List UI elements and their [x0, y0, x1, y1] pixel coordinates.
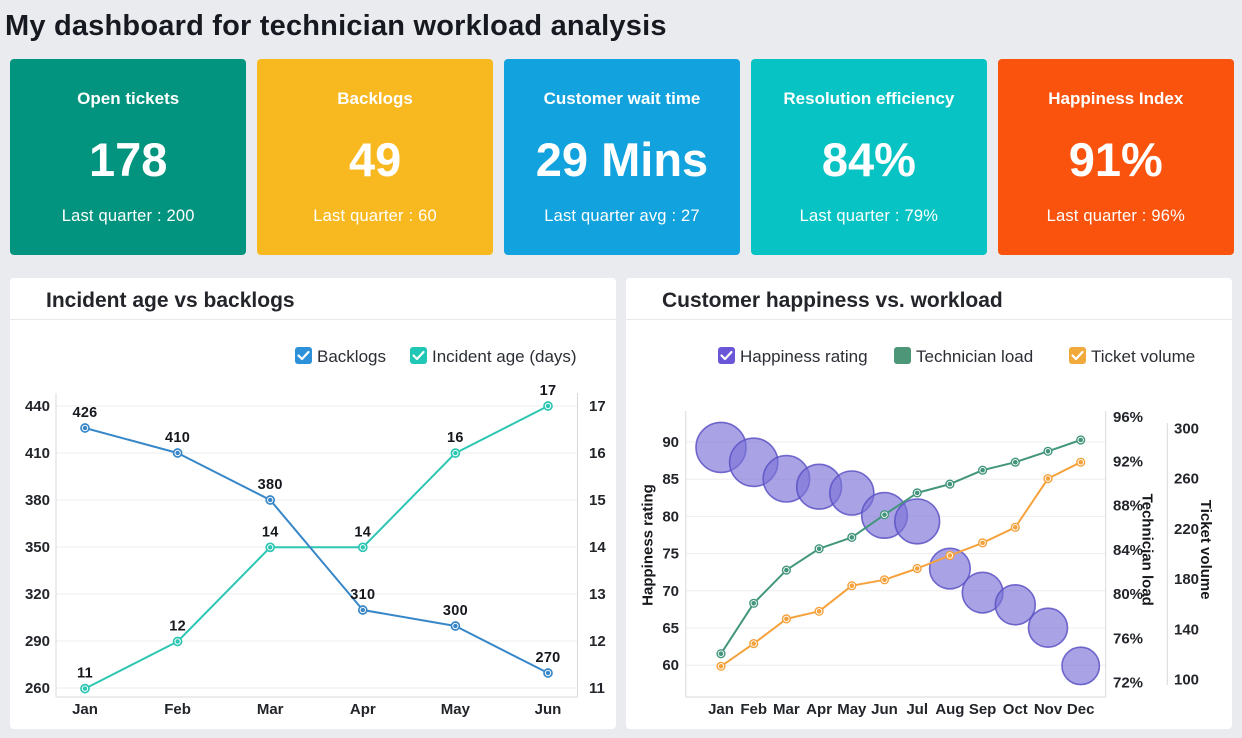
svg-text:Customer happiness vs. workloa: Customer happiness vs. workload	[662, 289, 1003, 312]
svg-text:60: 60	[662, 657, 679, 674]
svg-text:180: 180	[1174, 571, 1199, 588]
svg-text:Feb: Feb	[740, 701, 767, 718]
svg-text:426: 426	[72, 405, 97, 421]
svg-text:72%: 72%	[1113, 675, 1143, 692]
svg-text:Mar: Mar	[257, 701, 284, 718]
svg-text:14: 14	[354, 524, 371, 540]
svg-text:92%: 92%	[1113, 453, 1143, 470]
svg-text:380: 380	[258, 477, 283, 493]
svg-text:11: 11	[589, 680, 605, 697]
svg-text:13: 13	[589, 586, 606, 603]
svg-text:16: 16	[589, 445, 606, 462]
svg-text:17: 17	[540, 383, 557, 399]
svg-text:Technician load: Technician load	[916, 347, 1033, 366]
svg-text:12: 12	[589, 633, 606, 650]
svg-text:Nov: Nov	[1033, 701, 1062, 718]
svg-text:Jan: Jan	[72, 701, 98, 718]
svg-text:Dec: Dec	[1066, 701, 1094, 718]
svg-text:Happiness rating: Happiness rating	[639, 484, 656, 606]
svg-text:80: 80	[662, 508, 679, 525]
svg-text:May: May	[837, 701, 867, 718]
svg-text:Jun: Jun	[535, 701, 562, 718]
svg-text:290: 290	[25, 633, 50, 650]
svg-text:Incident age (days): Incident age (days)	[432, 347, 577, 366]
svg-text:380: 380	[25, 492, 50, 509]
svg-text:65: 65	[662, 620, 679, 637]
svg-text:410: 410	[25, 445, 50, 462]
svg-text:May: May	[441, 701, 471, 718]
svg-text:14: 14	[262, 524, 279, 540]
svg-text:310: 310	[350, 587, 375, 603]
svg-text:270: 270	[535, 650, 560, 666]
svg-text:84%: 84%	[1113, 542, 1143, 559]
svg-text:Sep: Sep	[968, 701, 996, 718]
svg-text:350: 350	[25, 539, 50, 556]
svg-text:Aug: Aug	[935, 701, 964, 718]
svg-text:Feb: Feb	[164, 701, 191, 718]
svg-text:17: 17	[589, 398, 606, 415]
svg-text:Technician load: Technician load	[1138, 494, 1155, 606]
svg-text:260: 260	[25, 680, 50, 697]
svg-text:Happiness rating: Happiness rating	[740, 347, 868, 366]
svg-text:Apr: Apr	[806, 701, 832, 718]
svg-text:260: 260	[1174, 471, 1199, 488]
svg-text:Backlogs: Backlogs	[317, 347, 386, 366]
svg-text:410: 410	[165, 430, 190, 446]
svg-text:300: 300	[1174, 421, 1199, 438]
svg-text:440: 440	[25, 398, 50, 415]
svg-text:75: 75	[662, 546, 679, 563]
svg-text:100: 100	[1174, 672, 1199, 689]
svg-text:12: 12	[169, 619, 186, 635]
svg-text:Jul: Jul	[906, 701, 928, 718]
svg-text:300: 300	[443, 603, 468, 619]
svg-text:88%: 88%	[1113, 498, 1143, 515]
svg-text:85: 85	[662, 471, 679, 488]
svg-text:320: 320	[25, 586, 50, 603]
svg-text:Mar: Mar	[773, 701, 800, 718]
svg-text:Ticket volume: Ticket volume	[1091, 347, 1195, 366]
svg-text:76%: 76%	[1113, 630, 1143, 647]
svg-text:Ticket volume: Ticket volume	[1197, 500, 1214, 600]
svg-text:90: 90	[662, 434, 679, 451]
svg-text:Apr: Apr	[350, 701, 376, 718]
svg-text:96%: 96%	[1113, 409, 1143, 426]
svg-text:Incident age vs backlogs: Incident age vs backlogs	[46, 289, 295, 312]
svg-text:Oct: Oct	[1002, 701, 1027, 718]
svg-text:Jan: Jan	[708, 701, 734, 718]
svg-text:11: 11	[77, 666, 93, 682]
svg-text:220: 220	[1174, 521, 1199, 538]
svg-text:Jun: Jun	[871, 701, 898, 718]
svg-text:70: 70	[662, 583, 679, 600]
svg-text:15: 15	[589, 492, 606, 509]
svg-text:80%: 80%	[1113, 586, 1143, 603]
svg-text:140: 140	[1174, 621, 1199, 638]
svg-text:14: 14	[589, 539, 606, 556]
svg-text:16: 16	[447, 430, 464, 446]
